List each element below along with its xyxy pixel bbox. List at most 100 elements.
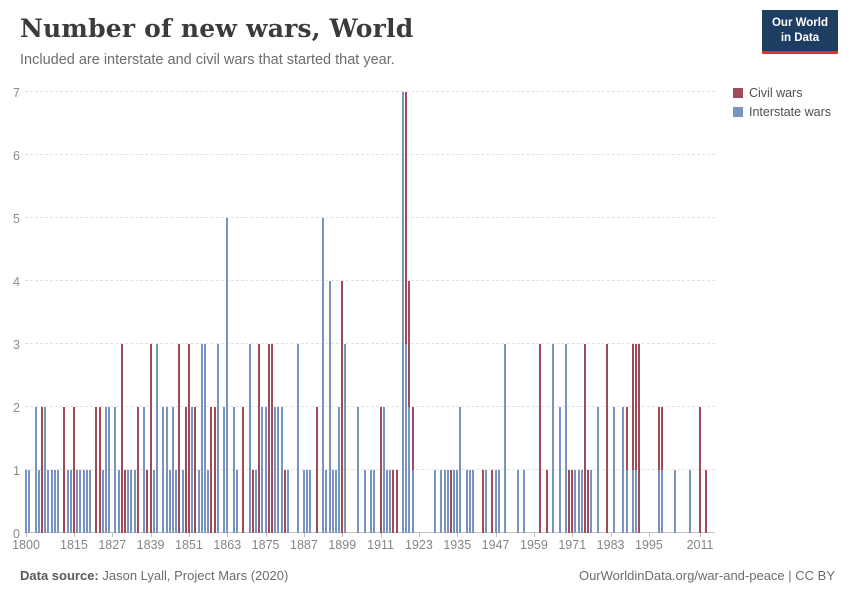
bar-1818[interactable] [82, 470, 85, 533]
bar-1938[interactable] [465, 470, 468, 533]
bar-1847[interactable] [175, 470, 178, 533]
bar-1965[interactable] [552, 344, 555, 533]
bar-1961[interactable] [539, 344, 542, 533]
bar-1833[interactable] [130, 470, 133, 533]
bar-1826[interactable] [108, 407, 111, 533]
bar-1863[interactable] [226, 218, 229, 533]
bar-1801[interactable] [28, 470, 31, 533]
bar-1809[interactable] [53, 470, 56, 533]
bar-1987[interactable] [622, 407, 625, 533]
bar-1921[interactable] [411, 407, 414, 533]
bar-1868[interactable] [242, 407, 245, 533]
bar-1947[interactable] [494, 470, 497, 533]
bar-1898[interactable] [338, 407, 341, 533]
license-link[interactable]: OurWorldinData.org/war-and-peace | CC BY [578, 568, 835, 583]
bar-1950[interactable] [504, 344, 507, 533]
bar-1838[interactable] [146, 470, 149, 533]
bar-1835[interactable] [136, 407, 139, 533]
bar-1936[interactable] [459, 407, 462, 533]
legend-item-interstate-wars[interactable]: Interstate wars [733, 105, 831, 119]
bar-1843[interactable] [162, 407, 165, 533]
bar-2013[interactable] [705, 470, 708, 533]
bar-1971[interactable] [571, 470, 574, 533]
bar-1872[interactable] [255, 470, 257, 533]
bar-1800[interactable] [25, 470, 27, 533]
bar-1803[interactable] [34, 407, 37, 533]
bar-1840[interactable] [152, 470, 155, 533]
bar-1940[interactable] [472, 470, 475, 533]
bar-1889[interactable] [309, 470, 312, 533]
bar-1915[interactable] [392, 470, 395, 533]
bar-1891[interactable] [315, 407, 318, 533]
bar-1969[interactable] [564, 344, 567, 533]
bar-1930[interactable] [440, 470, 443, 533]
bar-1888[interactable] [306, 470, 309, 533]
bar-1918[interactable] [401, 92, 404, 533]
bar-1943[interactable] [481, 470, 484, 533]
bar-1828[interactable] [114, 407, 117, 533]
bar-1858[interactable] [210, 407, 213, 533]
bar-1832[interactable] [127, 470, 130, 533]
bar-1810[interactable] [56, 470, 59, 533]
bar-1914[interactable] [389, 470, 392, 533]
bar-1813[interactable] [66, 470, 69, 533]
bar-1865[interactable] [232, 407, 235, 533]
bar-1816[interactable] [76, 470, 79, 533]
bar-1853[interactable] [194, 407, 197, 533]
bar-1831[interactable] [124, 470, 126, 533]
bar-1839[interactable] [149, 344, 152, 533]
bar-1972[interactable] [574, 470, 577, 533]
bar-1999[interactable] [660, 407, 663, 533]
bar-1805[interactable] [41, 407, 43, 533]
bar-1976[interactable] [587, 470, 590, 533]
bar-1860[interactable] [216, 344, 219, 533]
bar-1819[interactable] [85, 470, 88, 533]
bar-1896[interactable] [331, 470, 334, 533]
bar-1992[interactable] [638, 344, 641, 533]
bar-1854[interactable] [197, 470, 200, 533]
bar-1967[interactable] [558, 407, 561, 533]
bar-1866[interactable] [235, 470, 238, 533]
bar-1850[interactable] [184, 407, 187, 533]
bar-1974[interactable] [580, 470, 583, 533]
bar-1979[interactable] [596, 407, 599, 533]
bar-1920[interactable] [408, 281, 411, 533]
bar-1879[interactable] [277, 407, 280, 533]
bar-1852[interactable] [191, 407, 194, 533]
bar-1991[interactable] [635, 344, 638, 533]
bar-1849[interactable] [181, 470, 184, 533]
bar-2011[interactable] [699, 407, 701, 533]
bar-1990[interactable] [631, 344, 634, 533]
bar-1817[interactable] [79, 470, 82, 533]
bar-1841[interactable] [156, 344, 158, 533]
bar-1998[interactable] [657, 407, 660, 533]
bar-1845[interactable] [168, 470, 171, 533]
bar-1935[interactable] [456, 470, 459, 533]
bar-1806[interactable] [44, 407, 47, 533]
bar-1855[interactable] [200, 344, 203, 533]
bar-1939[interactable] [469, 470, 471, 533]
bar-1871[interactable] [251, 470, 254, 533]
bar-1881[interactable] [283, 470, 286, 533]
bar-1815[interactable] [72, 407, 75, 533]
bar-1822[interactable] [95, 407, 98, 533]
bar-1834[interactable] [133, 470, 136, 533]
bar-1895[interactable] [328, 281, 331, 533]
bar-1970[interactable] [568, 470, 571, 533]
bar-1882[interactable] [286, 470, 289, 533]
bar-1928[interactable] [433, 470, 436, 533]
bar-1911[interactable] [379, 407, 382, 533]
bar-1893[interactable] [322, 218, 325, 533]
bar-1823[interactable] [98, 407, 101, 533]
bar-1982[interactable] [606, 344, 609, 533]
bar-1973[interactable] [577, 470, 580, 533]
bar-2008[interactable] [689, 470, 692, 533]
bar-1876[interactable] [267, 344, 270, 533]
bar-1820[interactable] [88, 470, 91, 533]
bar-1844[interactable] [165, 407, 168, 533]
bar-1908[interactable] [370, 470, 372, 533]
bar-1948[interactable] [497, 470, 500, 533]
bar-1887[interactable] [302, 470, 305, 533]
bar-1812[interactable] [63, 407, 66, 533]
bar-1856[interactable] [203, 344, 206, 533]
